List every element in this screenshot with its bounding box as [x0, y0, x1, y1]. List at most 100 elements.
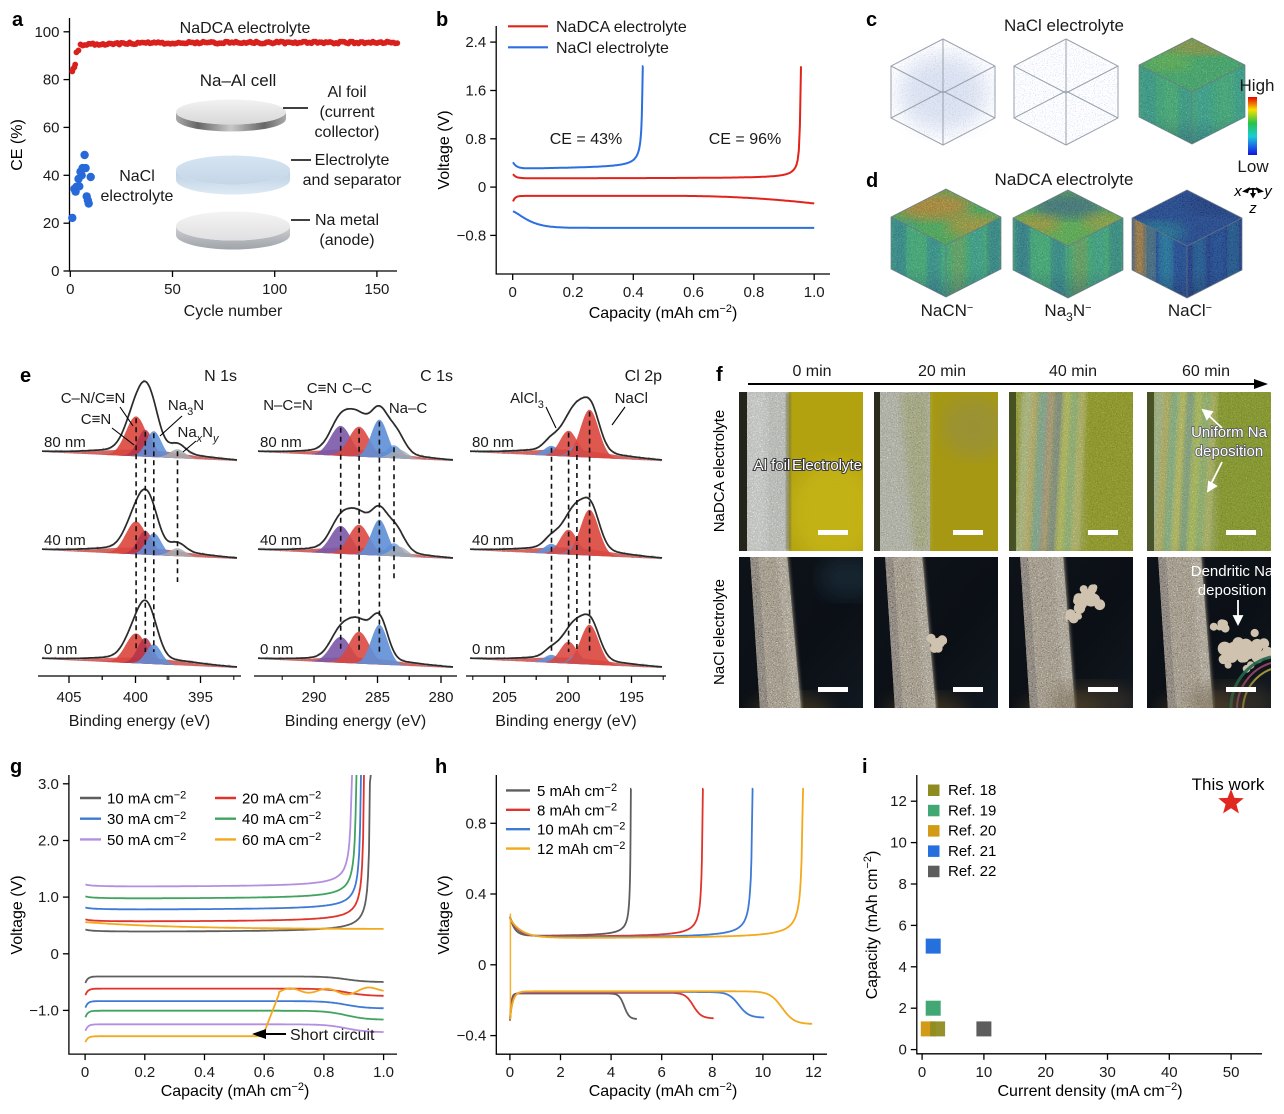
svg-text:405: 405 [56, 689, 81, 706]
svg-text:NaDCA electrolyte: NaDCA electrolyte [180, 20, 311, 37]
svg-text:150: 150 [364, 281, 389, 298]
svg-text:100: 100 [262, 281, 287, 298]
svg-text:NaDCA electrolyte: NaDCA electrolyte [995, 170, 1134, 189]
svg-text:0.6: 0.6 [254, 1064, 275, 1081]
svg-text:205: 205 [492, 689, 517, 706]
svg-text:5 mAh cm−2​: 5 mAh cm−2​ [537, 782, 617, 800]
svg-text:i: i [862, 756, 868, 778]
svg-text:0: 0 [51, 263, 59, 280]
svg-text:395: 395 [188, 689, 213, 706]
svg-text:Na3N: Na3N [168, 397, 204, 418]
svg-text:0.4: 0.4 [623, 284, 644, 301]
svg-text:a: a [12, 9, 24, 31]
svg-text:y: y [1263, 183, 1273, 200]
svg-text:6: 6 [658, 1064, 666, 1081]
svg-text:4: 4 [898, 959, 906, 976]
svg-text:Current density (mA cm−2​): Current density (mA cm−2​) [997, 1081, 1182, 1100]
svg-text:40 mA cm−2​: 40 mA cm−2​ [242, 810, 321, 828]
svg-text:60 mA cm−2​: 60 mA cm−2​ [242, 831, 321, 849]
svg-text:1.0: 1.0 [373, 1064, 394, 1081]
svg-text:2.0: 2.0 [38, 833, 59, 850]
svg-text:deposition: deposition [1195, 443, 1263, 460]
svg-text:20: 20 [43, 215, 60, 232]
svg-text:20: 20 [1037, 1064, 1054, 1081]
svg-text:10: 10 [755, 1064, 772, 1081]
svg-text:20 mA cm−2​: 20 mA cm−2​ [242, 790, 321, 808]
svg-text:g: g [10, 756, 22, 778]
svg-text:CE = 96%: CE = 96% [709, 131, 781, 148]
svg-text:30: 30 [1099, 1064, 1116, 1081]
svg-text:2: 2 [556, 1064, 564, 1081]
svg-text:Dendritic Na: Dendritic Na [1191, 563, 1274, 580]
svg-text:0.8: 0.8 [743, 284, 764, 301]
svg-text:C≡N: C≡N [307, 380, 337, 397]
svg-text:80 nm: 80 nm [260, 434, 302, 451]
svg-text:285: 285 [365, 689, 390, 706]
svg-text:10: 10 [976, 1064, 993, 1081]
svg-text:0 nm: 0 nm [472, 641, 505, 658]
svg-text:This work: This work [1192, 775, 1265, 794]
svg-text:electrolyte: electrolyte [101, 188, 174, 205]
svg-text:Ref. 22: Ref. 22 [948, 863, 996, 880]
svg-text:−0.8: −0.8 [457, 227, 487, 244]
svg-text:50: 50 [164, 281, 181, 298]
svg-text:Al foil: Al foil [754, 457, 791, 474]
svg-text:1.0: 1.0 [38, 889, 59, 906]
svg-text:10: 10 [890, 835, 907, 852]
svg-text:60: 60 [43, 119, 60, 136]
svg-text:Binding energy (eV): Binding energy (eV) [495, 713, 636, 730]
svg-text:12: 12 [890, 793, 907, 810]
svg-text:−0.4: −0.4 [457, 1028, 487, 1045]
svg-text:Electrolyte: Electrolyte [792, 457, 862, 474]
svg-text:NaxNy: NaxNy [177, 424, 220, 445]
svg-text:Binding energy (eV): Binding energy (eV) [69, 713, 210, 730]
svg-text:NaCl electrolyte: NaCl electrolyte [1004, 16, 1124, 35]
svg-text:0 nm: 0 nm [44, 641, 77, 658]
svg-text:0.8: 0.8 [465, 815, 486, 832]
svg-text:z: z [1248, 200, 1257, 217]
svg-text:10 mAh cm−2​: 10 mAh cm−2​ [537, 821, 625, 839]
svg-text:0: 0 [66, 281, 74, 298]
svg-text:NaDCA electrolyte: NaDCA electrolyte [711, 410, 728, 533]
svg-text:−1.0: −1.0 [29, 1002, 59, 1019]
svg-text:Cycle number: Cycle number [184, 303, 283, 320]
svg-text:0: 0 [478, 957, 486, 974]
svg-text:0.2: 0.2 [134, 1064, 155, 1081]
svg-text:40 nm: 40 nm [44, 532, 86, 549]
svg-text:80 nm: 80 nm [472, 434, 514, 451]
svg-text:0.8: 0.8 [313, 1064, 334, 1081]
svg-text:N 1s: N 1s [204, 368, 237, 385]
svg-text:C–N/C≡N: C–N/C≡N [61, 390, 126, 407]
svg-text:Capacity (mAh cm−2​): Capacity (mAh cm−2​) [589, 303, 738, 322]
svg-text:NaCN−: NaCN− [921, 301, 974, 320]
svg-text:0: 0 [918, 1064, 926, 1081]
svg-text:e: e [20, 365, 31, 387]
svg-text:b: b [436, 9, 448, 31]
svg-text:0: 0 [81, 1064, 89, 1081]
svg-text:8: 8 [708, 1064, 716, 1081]
svg-text:x: x [1233, 183, 1242, 200]
svg-text:1.6: 1.6 [465, 83, 486, 100]
svg-text:12: 12 [805, 1064, 822, 1081]
svg-text:Cl 2p: Cl 2p [625, 368, 662, 385]
svg-text:Na metal: Na metal [315, 212, 379, 229]
svg-text:6: 6 [898, 917, 906, 934]
svg-text:80 nm: 80 nm [44, 434, 86, 451]
svg-text:0: 0 [51, 946, 59, 963]
svg-text:C 1s: C 1s [420, 368, 453, 385]
svg-text:40: 40 [43, 167, 60, 184]
svg-text:Electrolyte: Electrolyte [315, 152, 390, 169]
svg-text:Na–Al cell: Na–Al cell [200, 71, 277, 90]
svg-text:NaCl: NaCl [119, 168, 155, 185]
svg-text:d: d [866, 170, 878, 192]
svg-text:0.6: 0.6 [683, 284, 704, 301]
svg-text:80: 80 [43, 72, 60, 89]
svg-text:1.0: 1.0 [804, 284, 825, 301]
svg-text:40 nm: 40 nm [472, 532, 514, 549]
svg-text:40 nm: 40 nm [260, 532, 302, 549]
svg-text:400: 400 [123, 689, 148, 706]
svg-text:Ref. 18: Ref. 18 [948, 782, 996, 799]
svg-text:0: 0 [509, 284, 517, 301]
svg-text:60 min: 60 min [1182, 363, 1230, 380]
svg-text:NaCl: NaCl [615, 390, 648, 407]
